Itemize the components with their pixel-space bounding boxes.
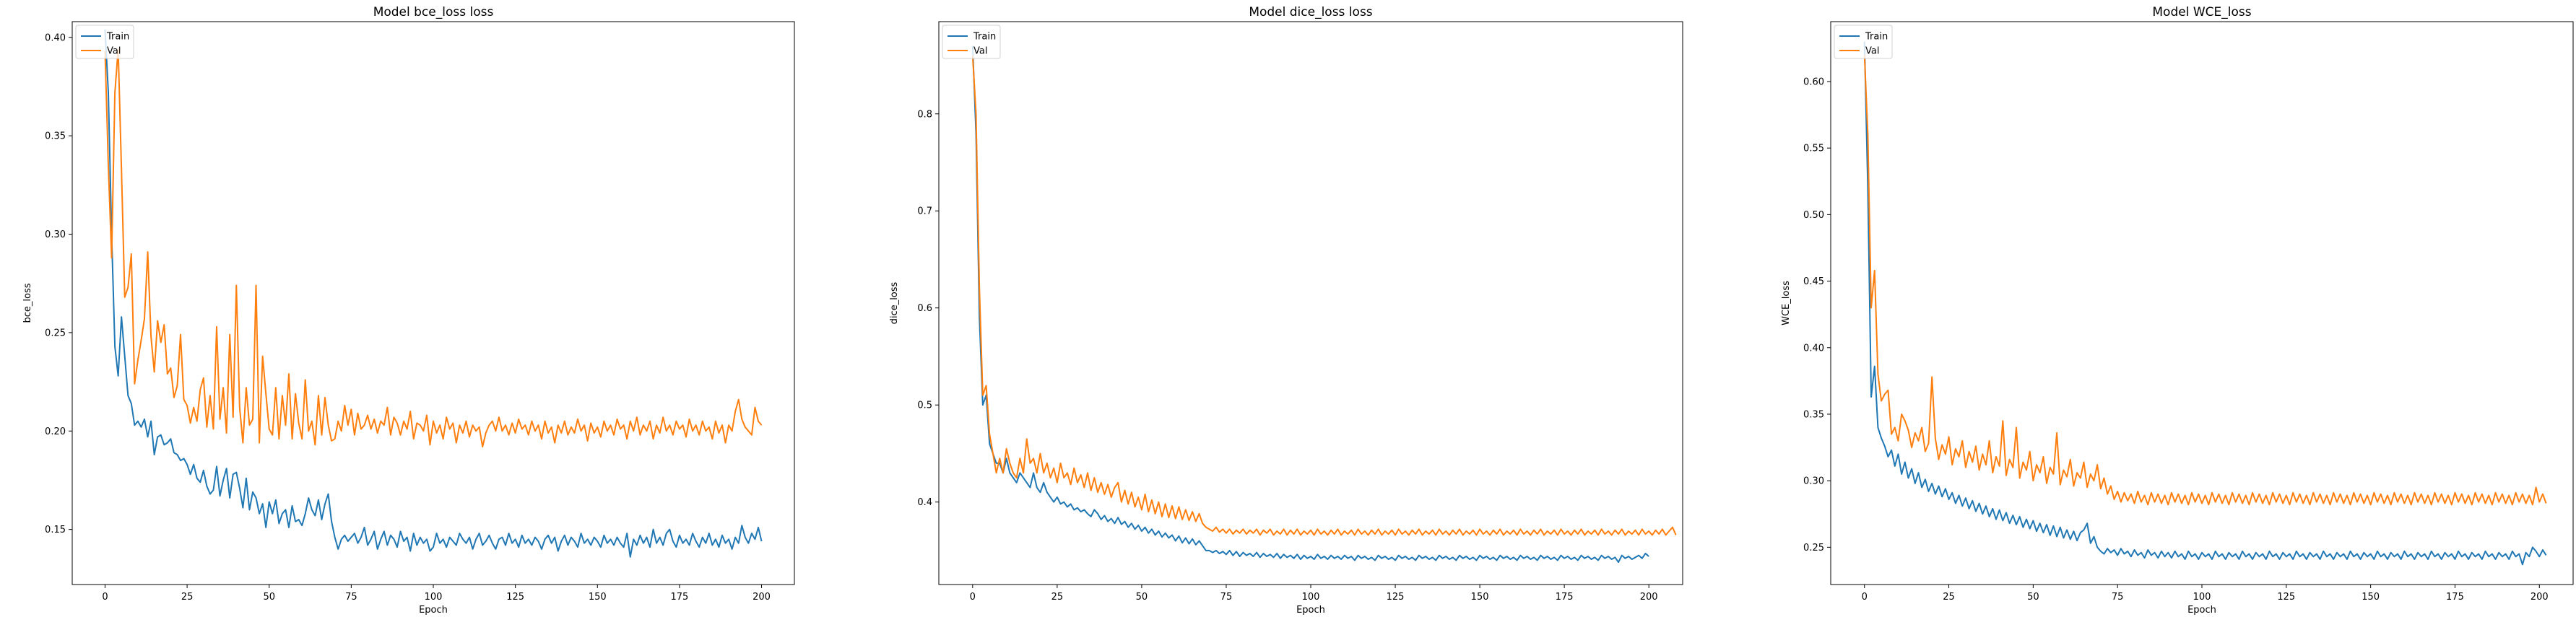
x-tick-label: 175	[2446, 592, 2464, 603]
x-tick-label: 50	[1136, 592, 1148, 603]
x-tick-label: 200	[1640, 592, 1658, 603]
y-tick-label: 0.40	[45, 32, 66, 43]
series-line-val	[104, 48, 763, 448]
x-tick-label: 100	[2193, 592, 2211, 603]
y-tick-label: 0.60	[1803, 76, 1824, 87]
x-tick-label: 150	[2362, 592, 2380, 603]
legend: Train Val	[942, 25, 1001, 59]
legend-label: Train	[106, 32, 129, 43]
axes-frame	[938, 21, 1683, 585]
y-tick-label: 0.55	[1803, 144, 1824, 154]
y-tick-label: 0.8	[917, 109, 932, 120]
axes-frame	[71, 21, 795, 585]
y-tick-label: 0.40	[1803, 343, 1824, 354]
x-tick-label: 25	[1051, 592, 1064, 603]
x-tick-label: 200	[2531, 592, 2549, 603]
x-tick-label: 125	[506, 592, 524, 603]
x-tick-label: 175	[1556, 592, 1574, 603]
axes-frame	[1830, 21, 2574, 585]
x-tick-label: 25	[1943, 592, 1955, 603]
x-tick-label: 150	[1471, 592, 1489, 603]
legend-label: Train	[973, 32, 996, 43]
series-line-train	[1863, 41, 2547, 566]
x-tick-label: 125	[1387, 592, 1405, 603]
y-tick-label: 0.35	[45, 131, 66, 142]
chart-title: Model bce_loss loss	[373, 5, 494, 19]
y-axis-label: bce_loss	[22, 283, 33, 323]
series-line-train	[104, 29, 763, 558]
x-tick-label: 0	[102, 592, 108, 603]
y-tick-label: 0.5	[917, 401, 932, 411]
legend-label: Val	[973, 46, 987, 57]
x-axis-label: Epoch	[1296, 605, 1325, 616]
y-tick-label: 0.30	[45, 229, 66, 240]
y-tick-label: 0.35	[1803, 409, 1824, 420]
series-line-train	[971, 45, 1649, 564]
legend-label: Val	[1865, 46, 1879, 57]
series-line-val	[971, 56, 1677, 536]
x-tick-label: 150	[589, 592, 607, 603]
y-tick-label: 0.45	[1803, 276, 1824, 287]
y-tick-label: 0.20	[45, 426, 66, 437]
x-tick-label: 200	[753, 592, 771, 603]
chart-title: Model WCE_loss	[2152, 5, 2251, 19]
x-tick-label: 75	[1220, 592, 1233, 603]
y-tick-label: 0.25	[45, 328, 66, 338]
legend: Train Val	[75, 25, 134, 59]
y-tick-label: 0.50	[1803, 210, 1824, 221]
x-tick-label: 50	[263, 592, 275, 603]
x-tick-label: 175	[670, 592, 688, 603]
y-tick-label: 0.7	[917, 206, 932, 217]
x-tick-label: 100	[1302, 592, 1320, 603]
y-tick-label: 0.25	[1803, 543, 1824, 553]
series-line-val	[1863, 55, 2547, 506]
x-tick-label: 0	[970, 592, 976, 603]
x-tick-label: 100	[425, 592, 443, 603]
legend-label: Val	[107, 46, 121, 57]
x-tick-label: 25	[181, 592, 194, 603]
x-axis-label: Epoch	[2187, 605, 2216, 616]
y-tick-label: 0.6	[917, 303, 932, 314]
legend-label: Train	[1865, 32, 1888, 43]
x-tick-label: 75	[345, 592, 357, 603]
chart-title: Model dice_loss loss	[1249, 5, 1372, 19]
y-tick-label: 0.4	[917, 497, 932, 508]
x-tick-label: 75	[2112, 592, 2124, 603]
x-axis-label: Epoch	[419, 605, 448, 616]
x-tick-label: 50	[2027, 592, 2039, 603]
y-axis-label: dice_loss	[889, 281, 900, 324]
subplot-bce-loss: Model bce_loss loss 0 25 50 75 100 125 150 175 20…	[22, 5, 795, 616]
x-tick-label: 0	[1862, 592, 1868, 603]
y-tick-label: 0.30	[1803, 476, 1824, 487]
y-tick-label: 0.15	[45, 525, 66, 535]
subplot-wce-loss: Model WCE_loss 0 25 50 75 100 125 150 175 200 0.25…	[1781, 5, 2574, 616]
x-tick-label: 125	[2277, 592, 2295, 603]
legend: Train Val	[1834, 25, 1893, 59]
y-axis-label: WCE_loss	[1781, 281, 1792, 325]
subplot-dice-loss: Model dice_loss loss 0 25 50 75 100 125 150 175 2…	[889, 5, 1683, 616]
